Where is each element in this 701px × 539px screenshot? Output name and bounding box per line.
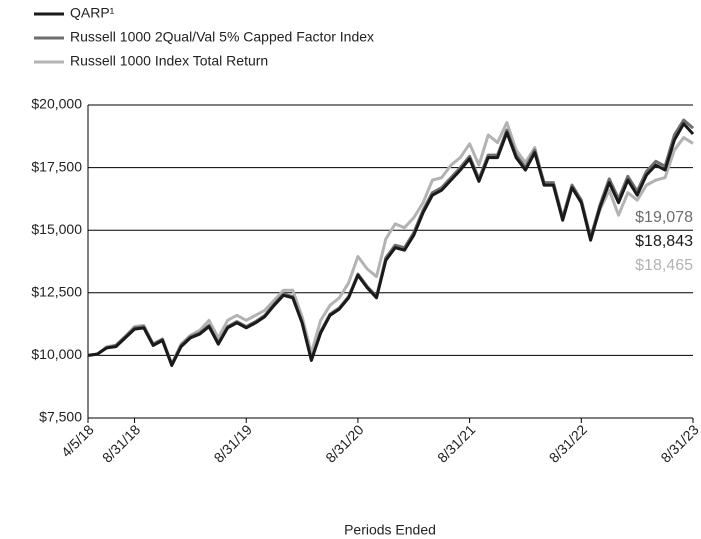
x-axis-label: Periods Ended [344, 522, 436, 538]
legend-label: Russell 1000 2Qual/Val 5% Capped Factor … [70, 29, 374, 45]
end-value-label: $19,078 [635, 209, 693, 226]
series-line [87, 121, 694, 366]
series-line [87, 118, 694, 366]
legend-label: QARP¹ [70, 5, 115, 21]
x-tick-label: 8/31/18 [99, 421, 143, 465]
x-tick-label: 8/31/22 [546, 421, 590, 465]
y-tick-label: $20,000 [31, 96, 82, 112]
x-tick-label: 8/31/21 [434, 421, 478, 465]
x-tick-label: 8/31/23 [657, 421, 701, 465]
y-tick-label: $17,500 [31, 158, 82, 174]
legend-label: Russell 1000 Index Total Return [70, 53, 268, 69]
y-tick-label: $15,000 [31, 221, 82, 237]
y-tick-label: $7,500 [39, 409, 82, 425]
y-tick-label: $10,000 [31, 346, 82, 362]
x-tick-label: 8/31/20 [322, 421, 366, 465]
y-tick-label: $12,500 [31, 284, 82, 300]
series-line [87, 122, 695, 367]
end-value-label: $18,465 [635, 257, 693, 274]
x-tick-label: 8/31/19 [211, 421, 255, 465]
x-tick-label: 4/5/18 [58, 421, 97, 460]
end-value-label: $18,843 [635, 233, 693, 250]
